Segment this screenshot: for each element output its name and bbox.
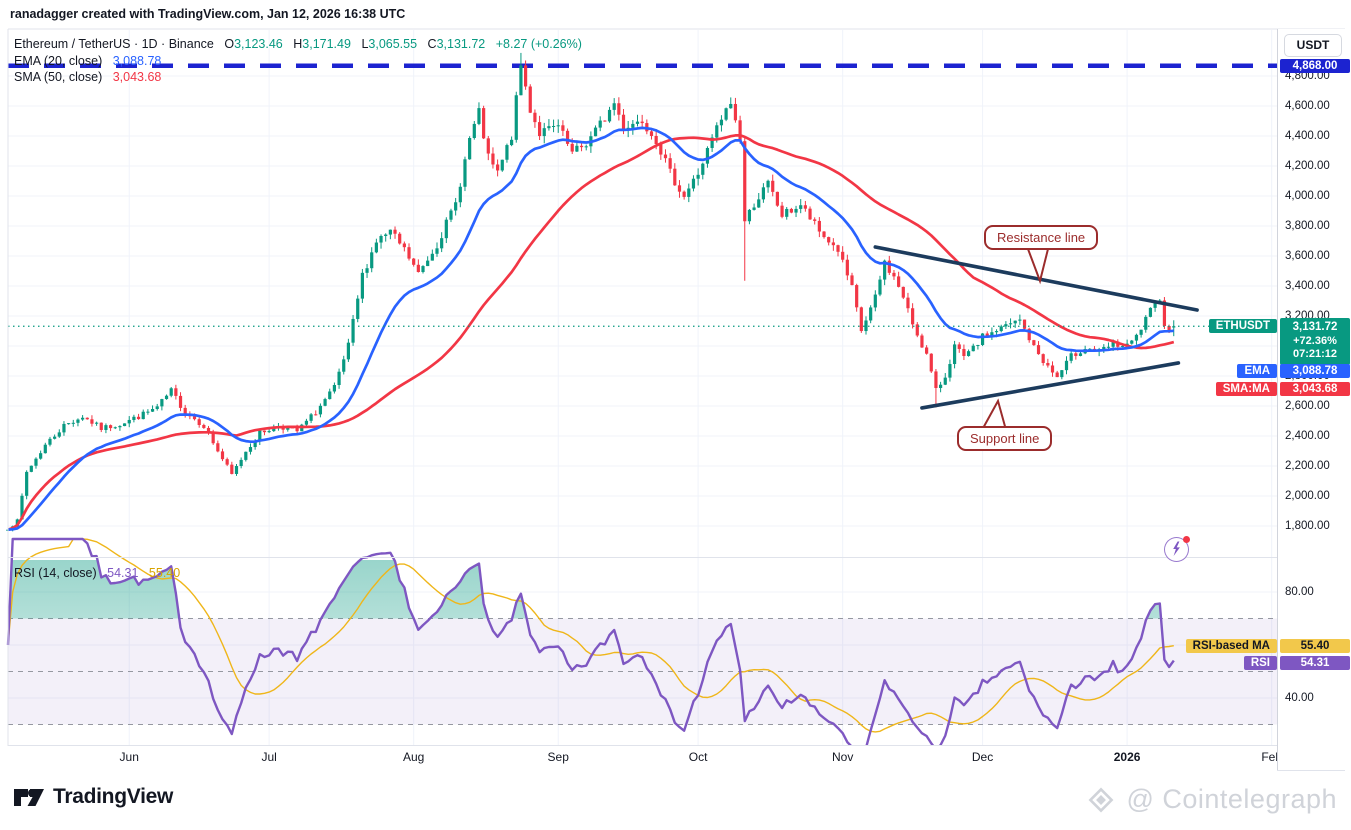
time-axis-label-feb: Feb [1261, 750, 1277, 764]
lightning-bolt-button[interactable] [1164, 536, 1190, 562]
symbol-title[interactable]: Ethereum / TetherUS · 1D · Binance [14, 37, 214, 51]
axis-tick-label: 40.00 [1285, 692, 1314, 704]
open-label: O [224, 37, 235, 51]
axis-tick-label: 4,400.00 [1285, 130, 1330, 142]
sma-legend-row[interactable]: SMA (50, close) 3,043.68 [14, 69, 582, 86]
symbol-legend[interactable]: Ethereum / TetherUS · 1D · Binance O3,12… [14, 36, 582, 86]
symbol-ohlc-row[interactable]: Ethereum / TetherUS · 1D · Binance O3,12… [14, 36, 582, 53]
rsi-value-pill: 54.31 [1280, 656, 1350, 670]
axis-tick-label: 4,800.00 [1285, 70, 1330, 82]
time-axis-label-jul: Jul [261, 750, 277, 764]
symbol-axis-tag: ETHUSDT [1208, 319, 1277, 334]
tradingview-logo-text: TradingView [53, 785, 174, 808]
high-value: 3,171.49 [302, 37, 351, 51]
rsi-axis-tag: RSI [1243, 656, 1277, 670]
currency-toggle-button[interactable]: USDT [1284, 34, 1342, 57]
axis-tick-label: 2,600.00 [1285, 400, 1330, 412]
low-value: 3,065.55 [368, 37, 418, 51]
axis-tick-label: 1,800.00 [1285, 520, 1330, 532]
rsi-ma-pill: 55.40 [1280, 639, 1350, 653]
time-axis-label-oct: Oct [688, 750, 708, 764]
current-price-pill: 3,131.72 +72.36% 07:21:12 [1280, 318, 1350, 365]
time-axis-label-aug: Aug [402, 750, 425, 764]
change-value: +8.27 (+0.26%) [495, 37, 582, 51]
support-trendline[interactable] [920, 361, 1181, 410]
ath-price-pill: 4,868.00 [1280, 58, 1350, 73]
rsi-ma-axis-tag: RSI-based MA [1185, 639, 1277, 653]
axis-tick-label: 3,400.00 [1285, 280, 1330, 292]
resistance-line-callout[interactable]: Resistance line [984, 225, 1099, 250]
open-value: 3,123.46 [234, 37, 283, 51]
axis-tick-label: 80.00 [1285, 586, 1314, 598]
high-label: H [293, 37, 303, 51]
axis-tick-label: 4,600.00 [1285, 100, 1330, 112]
rsi-legend[interactable]: RSI (14, close) 54.31 55.40 [14, 566, 180, 580]
support-line-callout[interactable]: Support line [957, 426, 1053, 451]
cointelegraph-watermark: @ Cointelegraph [1086, 784, 1337, 815]
time-axis[interactable]: Jun Jul Aug Sep Oct Nov Dec 2026 Feb [0, 746, 1277, 771]
axis-tick-label: 2,400.00 [1285, 430, 1330, 442]
axis-tick-label: 3,800.00 [1285, 220, 1330, 232]
axis-tick-label: 2,000.00 [1285, 490, 1330, 502]
close-label: C [427, 37, 437, 51]
resistance-trendline[interactable] [873, 245, 1199, 312]
change-percent: +72.36% [1293, 334, 1337, 347]
ema-value: 3,088.78 [112, 53, 162, 68]
axis-tick-label: 4,000.00 [1285, 190, 1330, 202]
axis-tick-label: 2,200.00 [1285, 460, 1330, 472]
sma-label: SMA (50, close) [14, 70, 103, 84]
close-value: 3,131.72 [436, 37, 486, 51]
tradingview-logo[interactable]: TradingView [14, 785, 173, 809]
notification-dot [1183, 536, 1190, 543]
cointelegraph-icon [1089, 787, 1114, 812]
tradingview-logo-icon [14, 788, 44, 806]
bar-countdown: 07:21:12 [1292, 348, 1338, 361]
sma-value: 3,043.68 [112, 70, 162, 84]
rsi-ma-value: 55.40 [148, 566, 181, 580]
low-label: L [361, 37, 369, 51]
time-axis-label-dec: Dec [971, 750, 994, 764]
rsi-label: RSI (14, close) [14, 566, 97, 580]
rsi-current-value: 54.31 [107, 566, 139, 580]
lightning-icon [1173, 541, 1180, 556]
cointelegraph-text: @ Cointelegraph [1126, 784, 1337, 814]
footer-bar: TradingView @ Cointelegraph [0, 772, 1351, 830]
chart-plot-area[interactable] [0, 0, 1351, 772]
time-axis-label-2026: 2026 [1113, 750, 1141, 764]
ema-legend-row[interactable]: EMA (20, close) 3,088.78 [14, 53, 582, 70]
sma-axis-tag: SMA:MA [1215, 382, 1277, 397]
price-axis[interactable]: USDT 4,800.00 4,600.00 4,400.00 4,200.00 4,0… [1277, 29, 1351, 770]
ema-label: EMA (20, close) [14, 53, 103, 68]
creator-watermark: ranadagger created with TradingView.com,… [10, 7, 406, 21]
ema-price-pill: 3,088.78 [1280, 364, 1350, 379]
time-axis-label-nov: Nov [832, 750, 854, 764]
axis-tick-label: 4,200.00 [1285, 160, 1330, 172]
axis-tick-label: 3,600.00 [1285, 250, 1330, 262]
time-axis-label-sep: Sep [547, 750, 569, 764]
sma-price-pill: 3,043.68 [1280, 382, 1350, 397]
ema-axis-tag: EMA [1237, 364, 1277, 379]
current-price: 3,131.72 [1292, 321, 1338, 334]
time-axis-label-jun: Jun [119, 750, 139, 764]
